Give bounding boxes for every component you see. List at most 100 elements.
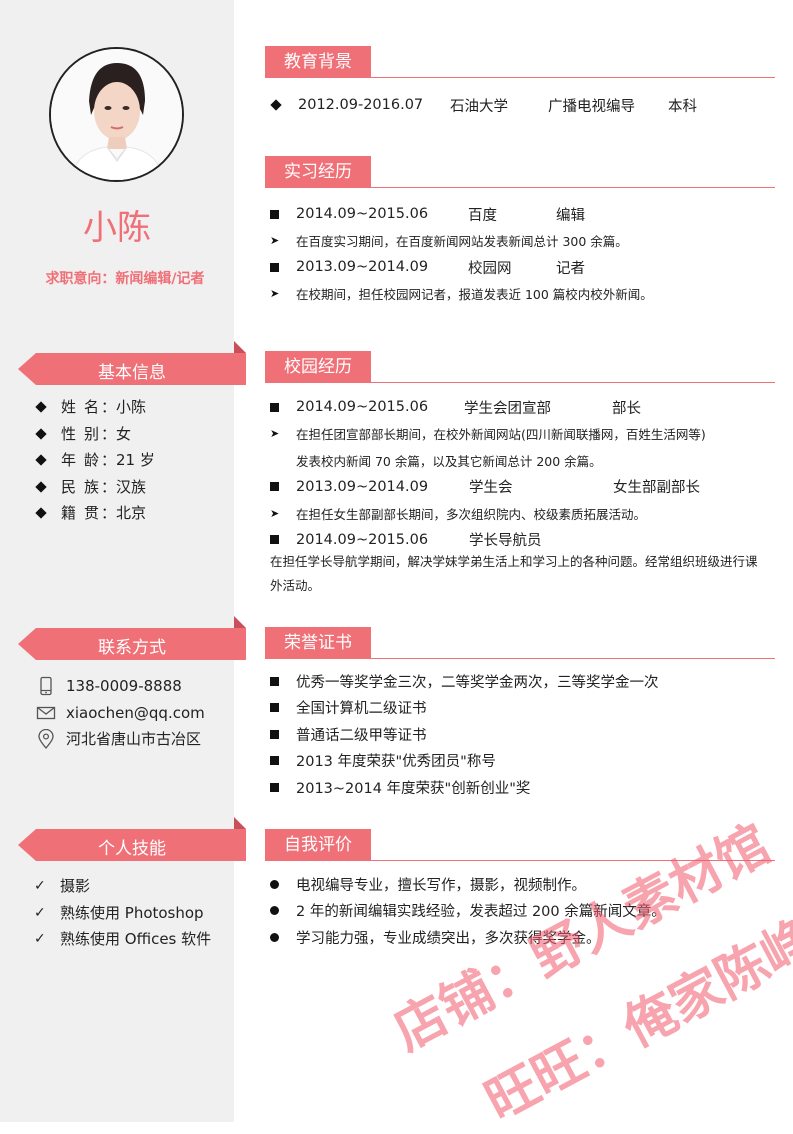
diamond-bullet-icon [270, 99, 282, 111]
square-bullet-icon [270, 482, 279, 492]
ribbon-banner [18, 817, 246, 861]
candidate-name: 小陈 [83, 208, 151, 248]
divider [265, 382, 775, 383]
address-row: 河北省唐山市古冶区 [36, 726, 205, 753]
address-value: 河北省唐山市古冶区 [66, 730, 202, 748]
entry-desc: 在百度实习期间，在百度新闻网站发表新闻总计 300 余篇。 [296, 234, 628, 250]
honors-header: 荣誉证书 [265, 627, 775, 659]
entry-period: 2013.09~2014.09 [296, 259, 429, 276]
list-item: 2013.09~2014.09 学生会 女生部副部长 [270, 474, 770, 501]
list-item: 优秀一等奖学金三次，二等奖学金两次，三等奖学金一次 [270, 668, 770, 695]
check-icon: ✓ [34, 931, 46, 947]
entry-org: 学生会 [469, 480, 513, 497]
square-bullet-icon [270, 703, 279, 713]
diamond-bullet-icon [35, 507, 47, 519]
list-item: 2014.09~2015.06 百度 编辑 [270, 201, 770, 228]
entry-role: 部长 [612, 400, 641, 417]
field-label: 年龄 [61, 451, 99, 469]
edu-major: 广播电视编导 [548, 98, 635, 115]
field-value: ：北京 [101, 504, 147, 522]
basic-info-header: 基本信息 [18, 341, 246, 385]
list-item: ➤ 在校期间，担任校园网记者，报道发表近 100 篇校内校外新闻。 [270, 281, 770, 308]
job-intent: 求职意向：新闻编辑/记者 [45, 271, 205, 287]
entry-org: 学长导航员 [469, 533, 542, 550]
entry-desc: 在担任学长导航学期间，解决学妹学弟生活上和学习上的各种问题。经常组织班级进行课外… [270, 554, 758, 593]
basic-info-list: 姓名 ：小陈 性别 ：女 年龄 ：21 岁 民族 ：汉族 籍贯 ：北京 [34, 394, 155, 527]
field-label: 性别 [61, 424, 99, 443]
ribbon-banner [18, 616, 246, 660]
entry-desc: 在担任女生部副部长期间，多次组织院内、校级素质拓展活动。 [296, 506, 647, 522]
list-item: ✓ 摄影 [34, 873, 211, 900]
square-bullet-icon [270, 402, 279, 412]
self-eval-list: 电视编导专业，擅长写作，摄影，视频制作。 2 年的新闻编辑实践经验，发表超过 2… [270, 871, 770, 951]
phone-icon [40, 677, 52, 696]
skills-header: 个人技能 [18, 817, 246, 861]
list-item: 2013.09~2014.09 校园网 记者 [270, 254, 770, 281]
field-label: 姓名 [61, 398, 99, 416]
list-item: 2 年的新闻编辑实践经验，发表超过 200 余篇新闻文章。 [270, 898, 770, 925]
entry-org: 校园网 [468, 260, 512, 277]
list-item: ➤ 在百度实习期间，在百度新闻网站发表新闻总计 300 余篇。 [270, 228, 770, 255]
entry-desc: 发表校内新闻 70 余篇，以及其它新闻总计 200 余篇。 [296, 453, 602, 469]
honor-text: 普通话二级甲等证书 [296, 727, 427, 744]
skill-text: 熟练使用 Offices 软件 [60, 930, 212, 948]
arrow-bullet-icon: ➤ [270, 234, 280, 248]
field-label: 籍贯 [61, 504, 99, 522]
skills-title: 个人技能 [98, 839, 166, 859]
list-item: 民族 ：汉族 [34, 474, 155, 501]
email-value: xiaochen@qq.com [66, 703, 205, 722]
divider [265, 860, 775, 861]
entry-role: 女生部副部长 [613, 480, 700, 497]
list-item: ✓ 熟练使用 Photoshop [34, 900, 211, 927]
edu-school: 石油大学 [450, 98, 508, 115]
avatar [51, 49, 182, 180]
section-tab: 实习经历 [265, 156, 371, 188]
square-bullet-icon [270, 262, 279, 272]
ribbon-banner [18, 341, 246, 385]
location-pin-icon [38, 729, 54, 750]
skill-text: 摄影 [60, 877, 91, 895]
list-item: 全国计算机二级证书 [270, 695, 770, 722]
eval-text: 电视编导专业，擅长写作，摄影，视频制作。 [296, 877, 586, 894]
entry-period: 2014.09~2015.06 [296, 531, 429, 548]
entry-org: 学生会团宣部 [464, 400, 551, 417]
section-tab: 教育背景 [265, 46, 371, 78]
check-icon: ✓ [34, 878, 46, 894]
field-value: ：小陈 [101, 398, 147, 416]
contact-list: 138-0009-8888 xiaochen@qq.com 河北省唐山市古冶区 [36, 673, 205, 753]
phone-value: 138-0009-8888 [66, 677, 182, 695]
internship-title: 实习经历 [284, 162, 352, 182]
list-item: ➤ 在担任团宣部部长期间，在校外新闻网站(四川新闻联播网，百姓生活网等) [270, 421, 770, 448]
arrow-bullet-icon: ➤ [270, 506, 280, 520]
list-item: 籍贯 ：北京 [34, 500, 155, 527]
list-item: 电视编导专业，擅长写作，摄影，视频制作。 [270, 871, 770, 898]
field-value: ：21 岁 [101, 451, 155, 469]
square-bullet-icon [270, 209, 279, 219]
honors-title: 荣誉证书 [284, 633, 352, 653]
entry-period: 2013.09~2014.09 [296, 478, 429, 495]
list-item: 2013~2014 年度荣获"创新创业"奖 [270, 774, 770, 801]
field-value: ：汉族 [101, 477, 147, 496]
honor-text: 2013 年度荣获"优秀团员"称号 [296, 754, 496, 771]
entry-period: 2014.09~2015.06 [296, 399, 429, 416]
skills-list: ✓ 摄影 ✓ 熟练使用 Photoshop ✓ 熟练使用 Offices 软件 [34, 873, 211, 953]
entry-desc: 在担任团宣部部长期间，在校外新闻网站(四川新闻联播网，百姓生活网等) [296, 427, 706, 443]
list-item: ➤ 在担任女生部副部长期间，多次组织院内、校级素质拓展活动。 [270, 500, 770, 527]
field-label: 民族 [61, 477, 99, 496]
edu-period: 2012.09-2016.07 [298, 97, 424, 114]
honor-text: 优秀一等奖学金三次，二等奖学金两次，三等奖学金一次 [296, 674, 659, 691]
list-item: 2013 年度荣获"优秀团员"称号 [270, 748, 770, 775]
list-item: ✓ 熟练使用 Offices 软件 [34, 926, 211, 953]
diamond-bullet-icon [35, 401, 47, 413]
list-item: 2014.09~2015.06 学长导航员 [270, 527, 770, 554]
list-item: 2012.09-2016.07 石油大学 广播电视编导 本科 [270, 92, 770, 119]
square-bullet-icon [270, 535, 279, 545]
diamond-bullet-icon [35, 481, 47, 493]
education-header: 教育背景 [265, 46, 775, 78]
square-bullet-icon [270, 729, 279, 739]
list-item: 发表校内新闻 70 余篇，以及其它新闻总计 200 余篇。 [270, 447, 770, 474]
entry-role: 记者 [556, 260, 585, 277]
dot-bullet-icon [270, 906, 279, 916]
arrow-bullet-icon: ➤ [270, 287, 280, 301]
divider [265, 77, 775, 78]
